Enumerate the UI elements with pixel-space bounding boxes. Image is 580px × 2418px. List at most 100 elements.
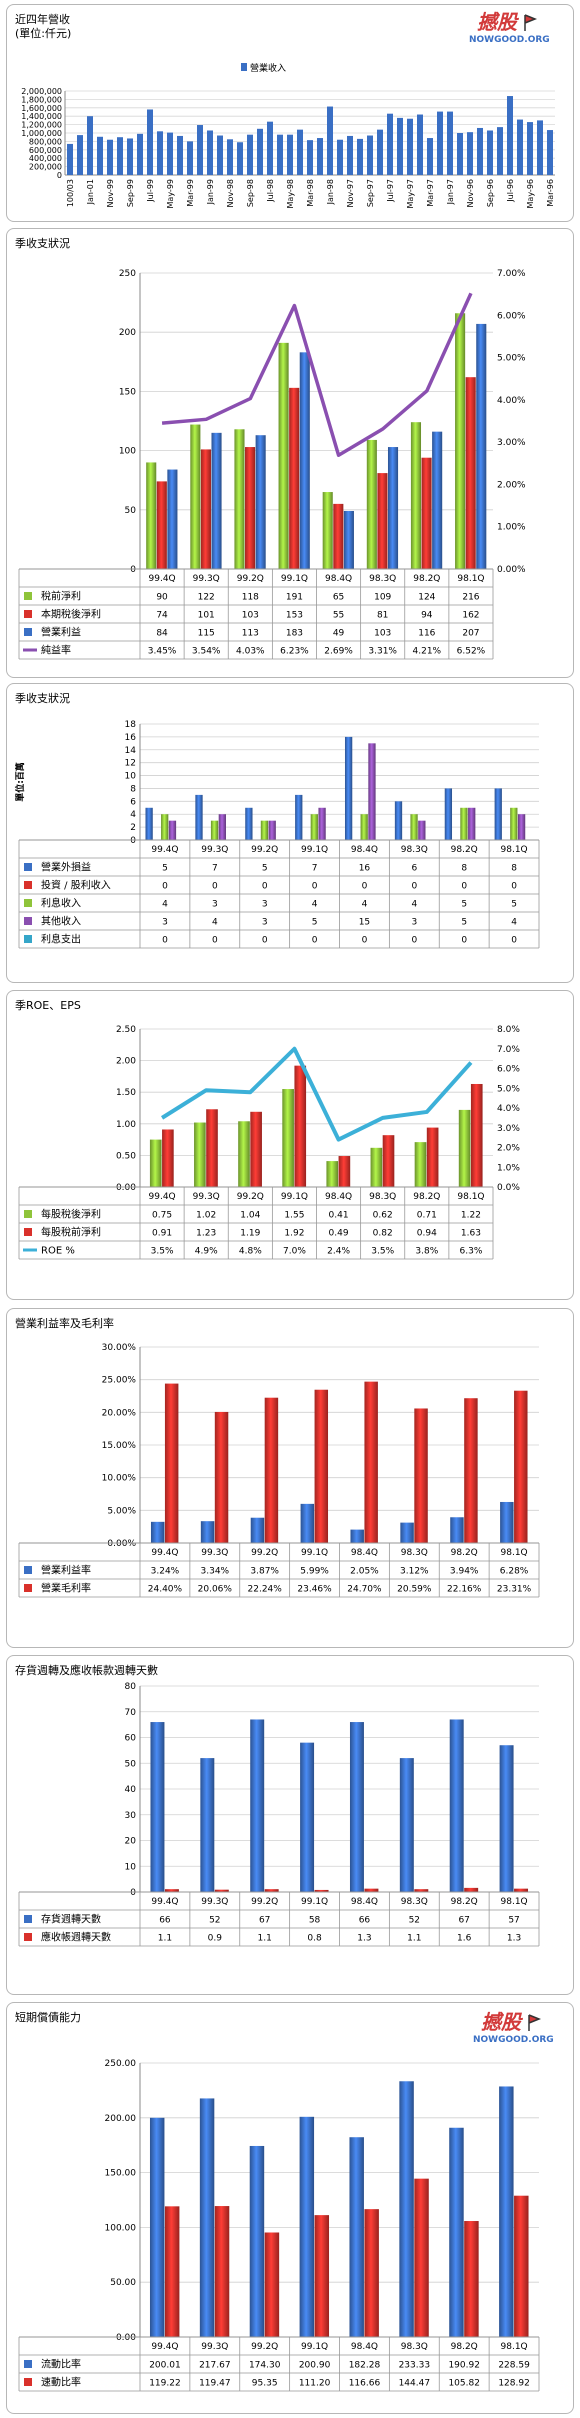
x-tick-label: 98.4Q	[351, 1897, 378, 1907]
legend-swatch-稅前淨利	[24, 592, 32, 600]
data-label: 1.04	[240, 1211, 260, 1221]
data-label: 113	[242, 629, 259, 639]
data-label: 233.33	[399, 2361, 431, 2371]
line-ROE %	[161, 1046, 473, 1142]
y-tick-label: 0.00%	[107, 1539, 136, 1549]
legend-label: 每股稅前淨利	[41, 1226, 101, 1239]
legend-label: 其他收入	[41, 915, 81, 928]
legend-label: 速動比率	[41, 2376, 81, 2389]
data-label: 0.75	[152, 1211, 172, 1221]
bar-應收帳週轉天數	[464, 1887, 479, 1892]
data-label: 3.24%	[151, 1567, 180, 1577]
bar-利息收入	[210, 820, 219, 840]
revenue-bar	[427, 138, 433, 175]
y-tick-label: 150.00	[105, 2169, 137, 2179]
y-tick-label: 18	[125, 720, 137, 730]
chart-title: 存貨週轉及應收帳款週轉天數	[15, 1663, 158, 1677]
x-tick-label: 99.4Q	[149, 574, 176, 584]
data-label: 3	[212, 900, 218, 910]
legend-swatch-流動比率	[24, 2360, 32, 2368]
x-tick-label: 99.2Q	[251, 1548, 278, 1558]
data-label: 3.94%	[450, 1567, 479, 1577]
data-label: 1.1	[407, 1934, 421, 1944]
bar-營業外損益	[494, 788, 502, 840]
data-label: 0.41	[329, 1211, 349, 1221]
data-label: 5.99%	[300, 1567, 329, 1577]
data-label: 16	[359, 864, 371, 874]
quarterly-income-card: 季收支狀況 0 50 100 150 200 250 0.00% 1.00% 2.00% 3.00%…	[6, 228, 574, 678]
y-axis-title: 單位:百萬	[14, 762, 26, 802]
data-label: 3.5%	[151, 1247, 174, 1257]
legend-label: 稅前淨利	[41, 590, 81, 603]
y-tick-label: 20.00%	[102, 1408, 137, 1418]
data-label: 116.66	[349, 2379, 381, 2389]
bar-每股稅後淨利	[194, 1122, 206, 1187]
bar-每股稅前淨利	[206, 1109, 218, 1187]
x-tick-label: Jul-97	[386, 179, 395, 203]
revenue-bar	[147, 109, 153, 175]
data-label: 0	[162, 882, 168, 892]
bar-利息收入	[360, 814, 368, 840]
revenue-bar	[387, 113, 393, 175]
data-label: 74	[156, 611, 168, 621]
bar-營業利益	[476, 323, 487, 569]
revenue-bar	[357, 138, 363, 175]
y-tick-label: 800,000	[29, 137, 62, 146]
x-tick-label: Mar-99	[186, 179, 195, 207]
x-tick-label: 99.3Q	[201, 845, 228, 855]
y-tick-label: 10.00%	[102, 1474, 137, 1484]
bar-應收帳週轉天數	[164, 1889, 179, 1892]
revenue-bar	[127, 138, 133, 175]
bar-本期稅後淨利	[245, 447, 256, 569]
data-label: 65	[333, 593, 344, 603]
y-tick-label: 30.00%	[102, 1343, 137, 1353]
x-tick-label: 99.4Q	[151, 1548, 178, 1558]
y-tick-label: 50	[125, 506, 137, 516]
bar-營業利益	[211, 432, 222, 569]
x-tick-label: 99.3Q	[193, 574, 220, 584]
y2-tick-label: 6.0%	[497, 1065, 520, 1075]
x-tick-label: 99.3Q	[201, 1548, 228, 1558]
data-label: 22.16%	[447, 1585, 482, 1595]
revenue-bar	[97, 136, 103, 175]
chart-title: 季ROE、EPS	[15, 999, 81, 1012]
bar-營業利益	[343, 510, 354, 569]
x-tick-label: 98.1Q	[501, 1897, 528, 1907]
bar-營業利益率	[350, 1529, 364, 1543]
data-label: 144.47	[399, 2379, 431, 2389]
bar-其他收入	[218, 814, 226, 840]
y-tick-label: 1,800,000	[21, 95, 62, 104]
x-tick-label: 99.2Q	[251, 845, 278, 855]
x-tick-label: 99.2Q	[237, 1192, 264, 1202]
data-label: 182.28	[349, 2361, 381, 2371]
x-tick-label: 99.4Q	[149, 1192, 176, 1202]
data-label: 4.8%	[239, 1247, 262, 1257]
y-tick-label: 150	[119, 387, 136, 397]
y-tick-label: 0	[57, 171, 62, 180]
bar-營業外損益	[145, 807, 153, 840]
watermark-logo: 撼股	[481, 2010, 523, 2034]
x-tick-label: 99.2Q	[251, 1897, 278, 1907]
y2-tick-label: 4.0%	[497, 1104, 520, 1114]
data-label: 1.3	[507, 1934, 521, 1944]
bar-營業利益率	[450, 1517, 464, 1543]
legend-swatch-營業利益率	[24, 1566, 32, 1574]
data-label: 101	[198, 611, 215, 621]
x-tick-label: 99.1Q	[301, 1897, 328, 1907]
x-tick-label: 98.4Q	[351, 845, 378, 855]
data-label: 7	[312, 864, 318, 874]
data-label: 4	[162, 900, 168, 910]
data-label: 228.59	[498, 2361, 530, 2371]
data-label: 3	[262, 918, 268, 928]
data-label: 6	[411, 864, 417, 874]
data-label: 3.8%	[415, 1247, 438, 1257]
data-label: 0.8	[307, 1934, 322, 1944]
revenue-bar	[477, 127, 483, 175]
y-tick-label: 1,400,000	[21, 112, 62, 121]
legend-label: 營業外損益	[41, 861, 91, 874]
legend-swatch-其他收入	[24, 917, 32, 925]
watermark-url: NOWGOOD.ORG	[469, 35, 550, 45]
y2-tick-label: 7.00%	[497, 269, 526, 279]
y-tick-label: 250	[119, 269, 136, 279]
x-tick-label: 98.3Q	[369, 574, 396, 584]
